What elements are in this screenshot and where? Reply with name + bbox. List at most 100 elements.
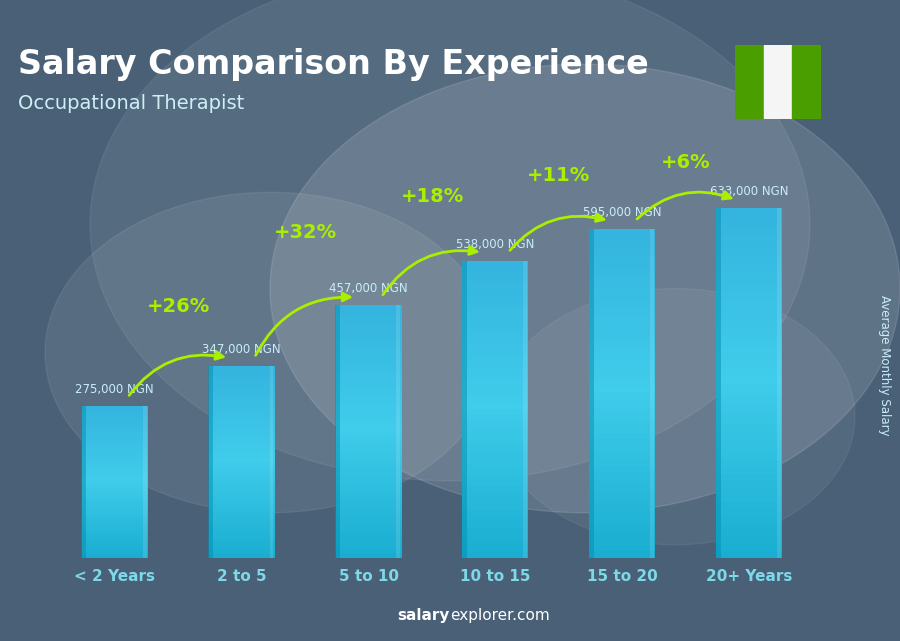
Bar — [716, 446, 782, 453]
Bar — [590, 466, 655, 472]
Bar — [209, 451, 274, 454]
Bar — [463, 385, 528, 392]
Bar — [590, 242, 655, 249]
Bar — [336, 412, 401, 417]
FancyArrowPatch shape — [510, 214, 604, 251]
Bar — [82, 433, 148, 437]
Bar — [590, 531, 655, 538]
Bar — [463, 303, 528, 308]
Bar — [209, 492, 274, 496]
Bar — [82, 494, 148, 497]
Bar — [336, 371, 401, 376]
Bar — [209, 389, 274, 393]
Bar — [650, 229, 654, 558]
Bar — [209, 401, 274, 404]
Bar — [716, 334, 782, 341]
Bar — [735, 45, 764, 119]
Bar — [463, 314, 528, 320]
Bar — [82, 521, 148, 524]
Bar — [209, 374, 274, 378]
Bar — [716, 278, 782, 285]
Bar — [716, 243, 782, 250]
Bar — [82, 524, 148, 528]
Bar — [590, 459, 655, 466]
Text: 347,000 NGN: 347,000 NGN — [202, 343, 281, 356]
Bar — [336, 376, 401, 381]
Bar — [209, 535, 274, 538]
Bar — [524, 261, 527, 558]
Bar — [336, 462, 401, 467]
Bar — [590, 453, 655, 459]
Text: +32%: +32% — [274, 223, 337, 242]
Bar — [82, 497, 148, 500]
Bar — [82, 540, 148, 542]
Bar — [82, 479, 148, 482]
Bar — [336, 497, 401, 502]
Bar — [463, 534, 528, 540]
Bar — [336, 472, 401, 477]
Bar — [336, 533, 401, 538]
Bar — [463, 374, 528, 379]
Bar — [590, 545, 655, 551]
Text: 275,000 NGN: 275,000 NGN — [76, 383, 154, 396]
Bar — [590, 335, 655, 341]
Bar — [82, 427, 148, 430]
Bar — [336, 356, 401, 361]
Bar — [209, 424, 274, 428]
Bar — [792, 45, 821, 119]
Bar — [716, 250, 782, 257]
Bar — [336, 477, 401, 482]
Bar — [143, 406, 147, 558]
Bar — [716, 474, 782, 481]
Bar — [590, 295, 655, 301]
Text: Occupational Therapist: Occupational Therapist — [18, 94, 244, 113]
Bar — [336, 320, 401, 326]
Bar — [209, 500, 274, 504]
Bar — [463, 368, 528, 374]
Bar — [716, 313, 782, 320]
Bar — [336, 326, 401, 331]
Bar — [463, 516, 528, 522]
Bar — [82, 421, 148, 424]
Bar — [463, 272, 528, 279]
Bar — [716, 348, 782, 355]
Bar — [716, 306, 782, 313]
Bar — [209, 515, 274, 519]
Bar — [336, 386, 401, 391]
Bar — [209, 443, 274, 447]
Bar — [336, 522, 401, 528]
Bar — [335, 305, 340, 558]
Bar — [590, 361, 655, 367]
Bar — [82, 482, 148, 485]
Bar — [463, 498, 528, 504]
Bar — [463, 409, 528, 415]
Bar — [336, 482, 401, 487]
Bar — [82, 554, 148, 558]
Bar — [82, 406, 148, 409]
Bar — [590, 413, 655, 420]
Bar — [590, 262, 655, 269]
Bar — [336, 401, 401, 406]
Bar — [716, 264, 782, 271]
Bar — [716, 208, 782, 215]
Bar — [716, 544, 782, 551]
FancyArrowPatch shape — [129, 352, 223, 395]
Bar — [209, 466, 274, 470]
Bar — [590, 282, 655, 288]
Bar — [82, 424, 148, 427]
Bar — [209, 519, 274, 523]
Text: 633,000 NGN: 633,000 NGN — [710, 185, 788, 198]
Bar — [336, 396, 401, 401]
Bar — [463, 320, 528, 326]
Bar — [716, 320, 782, 327]
Bar — [590, 387, 655, 394]
Bar — [209, 447, 274, 451]
Bar — [463, 350, 528, 356]
Bar — [716, 418, 782, 425]
Bar — [82, 518, 148, 521]
Bar — [336, 517, 401, 522]
Bar — [336, 431, 401, 437]
Text: 538,000 NGN: 538,000 NGN — [456, 238, 535, 251]
Bar — [590, 229, 655, 236]
Bar — [590, 367, 655, 374]
